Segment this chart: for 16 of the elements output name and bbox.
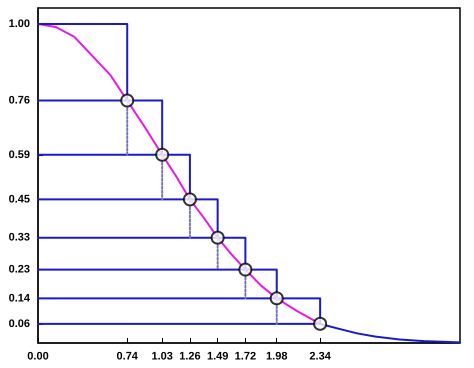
y-tick-label: 0.76 bbox=[8, 94, 30, 107]
x-tick-label: 0.74 bbox=[116, 350, 139, 362]
y-tick-label: 0.23 bbox=[8, 264, 30, 276]
x-tick-label: 1.03 bbox=[151, 350, 173, 362]
x-tick-label: 1.98 bbox=[266, 350, 288, 362]
x-tick-label: 1.49 bbox=[206, 350, 228, 362]
x-tick-label: 2.34 bbox=[309, 350, 332, 362]
y-tick-label: 0.59 bbox=[8, 148, 30, 161]
y-tick-label: 1.00 bbox=[8, 18, 30, 30]
y-tick-label: 0.14 bbox=[8, 292, 31, 304]
x-tick-label: 1.72 bbox=[234, 350, 256, 362]
y-tick-label: 0.06 bbox=[8, 318, 30, 330]
y-tick-label: 0.33 bbox=[8, 232, 30, 244]
x-tick-label: 0.00 bbox=[27, 350, 49, 362]
x-tick-label: 1.26 bbox=[179, 350, 201, 362]
y-tick-label: 0.45 bbox=[8, 193, 30, 206]
